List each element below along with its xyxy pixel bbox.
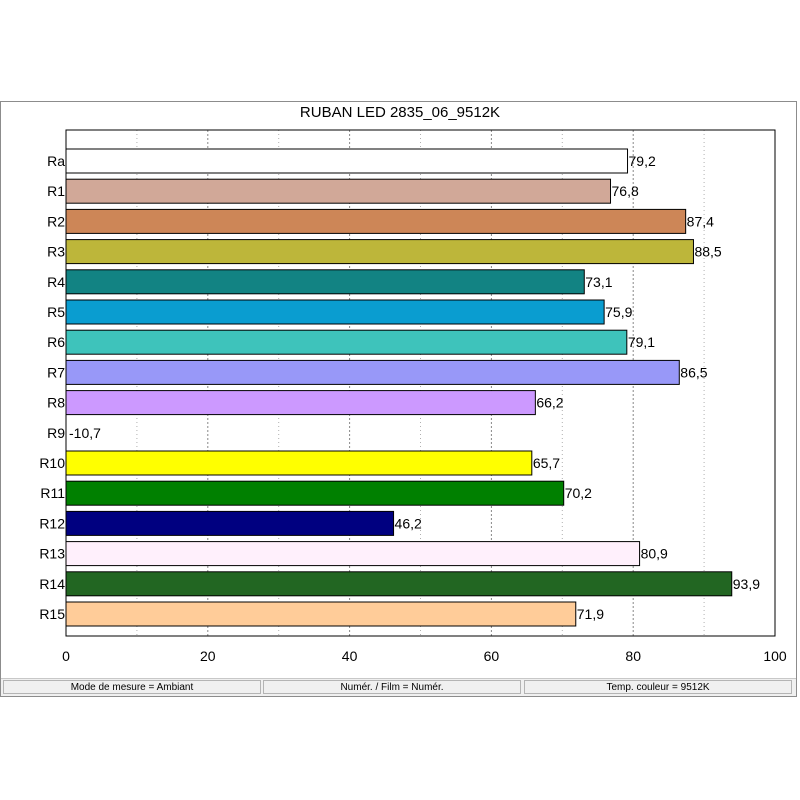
category-label: R3 <box>47 244 65 260</box>
chart-title: RUBAN LED 2835_06_9512K <box>299 104 501 121</box>
category-label: R12 <box>39 515 65 531</box>
category-label: R6 <box>47 334 65 350</box>
category-label: R13 <box>39 546 65 562</box>
data-label: 70,2 <box>565 485 592 501</box>
x-tick-label: 40 <box>342 648 358 664</box>
bar <box>65 480 565 506</box>
x-tick-label: 100 <box>763 648 787 664</box>
bar <box>65 148 629 174</box>
bar <box>65 239 694 265</box>
category-label: R15 <box>39 606 65 622</box>
category-label: R9 <box>47 425 65 441</box>
bar <box>65 329 628 355</box>
status-film-mode: Numér. / Film = Numér. <box>263 680 521 694</box>
category-label: R4 <box>47 274 65 290</box>
x-tick-label: 0 <box>62 648 70 664</box>
data-label: 87,4 <box>687 213 714 229</box>
data-label: 93,9 <box>733 576 760 592</box>
category-label: R8 <box>47 395 65 411</box>
data-label: 88,5 <box>694 244 721 260</box>
bar <box>65 269 585 295</box>
data-label: 71,9 <box>577 606 604 622</box>
data-label: 46,2 <box>395 515 422 531</box>
bar <box>65 178 612 204</box>
category-label: R2 <box>47 213 65 229</box>
category-label: R14 <box>39 576 65 592</box>
data-label: 65,7 <box>533 455 560 471</box>
x-tick-label: 60 <box>484 648 500 664</box>
data-label: 76,8 <box>612 183 639 199</box>
bar <box>65 450 533 476</box>
bar <box>65 541 641 567</box>
status-color-temperature: Temp. couleur = 9512K <box>524 680 792 694</box>
bar <box>65 601 577 627</box>
category-label: R11 <box>40 485 65 501</box>
bar <box>65 510 395 536</box>
category-label: R5 <box>47 304 65 320</box>
bar <box>65 390 536 416</box>
bar <box>65 359 680 385</box>
data-label: -10,7 <box>69 425 101 441</box>
bar <box>65 208 687 234</box>
data-label: 73,1 <box>585 274 612 290</box>
category-label: R7 <box>47 364 65 380</box>
status-bar: Mode de mesure = Ambiant Numér. / Film =… <box>1 678 796 696</box>
category-label: R10 <box>39 455 65 471</box>
bar <box>65 299 605 325</box>
x-tick-label: 20 <box>200 648 216 664</box>
data-label: 66,2 <box>536 395 563 411</box>
category-label: R1 <box>47 183 65 199</box>
data-label: 86,5 <box>680 364 707 380</box>
data-label: 79,1 <box>628 334 655 350</box>
data-label: 79,2 <box>629 153 656 169</box>
data-label: 80,9 <box>641 546 668 562</box>
data-label: 75,9 <box>605 304 632 320</box>
x-tick-label: 80 <box>625 648 641 664</box>
category-label: Ra <box>47 153 65 169</box>
status-measure-mode: Mode de mesure = Ambiant <box>3 680 261 694</box>
bar <box>65 571 733 597</box>
